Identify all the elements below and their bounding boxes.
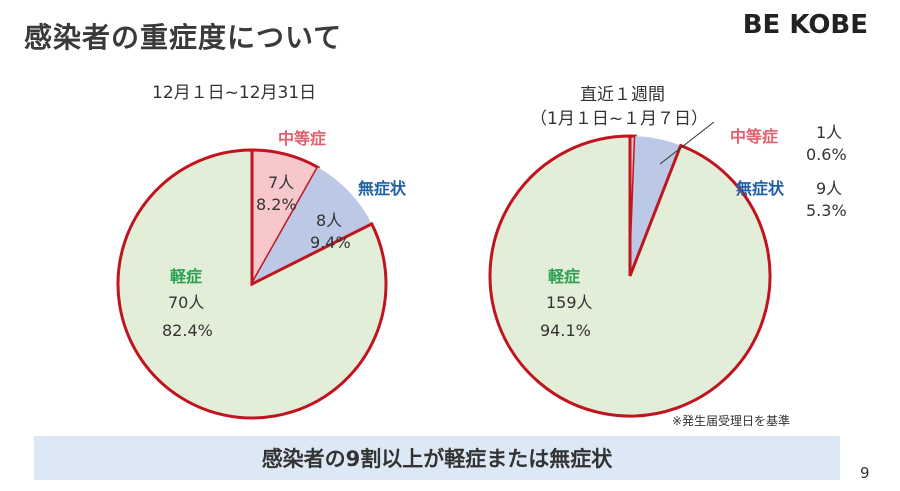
pie2-mild-percent: 94.1% (540, 321, 591, 340)
slide-title: 感染者の重症度について (24, 21, 343, 54)
pie1-moderate-label: 中等症 (278, 129, 327, 148)
pie2-asymptomatic-percent: 5.3% (806, 201, 847, 220)
pie1-moderate-count: 7人 (268, 173, 295, 192)
pie2-moderate-label: 中等症 (730, 127, 779, 146)
footnote: ※発生届受理日を基準 (672, 414, 791, 428)
summary-banner: 感染者の9割以上が軽症または無症状 (34, 436, 840, 480)
pie2-mild-count: 159人 (546, 293, 593, 312)
pie2-slice-mild (488, 134, 772, 418)
pie1-asymptomatic-label: 無症状 (358, 179, 407, 198)
pie1-mild-percent: 82.4% (162, 321, 213, 340)
pie2-asymptomatic-count: 9人 (816, 179, 843, 198)
pie-chart-december (116, 148, 388, 420)
pie2-moderate-leader-line (659, 121, 715, 165)
page-number: 9 (860, 464, 870, 482)
pie2-mild-label: 軽症 (548, 267, 581, 286)
pie1-title: 12月１日~12月31日 (152, 83, 317, 103)
pie1-asymptomatic-count: 8人 (316, 211, 343, 230)
pie1-mild-label: 軽症 (170, 267, 203, 286)
pie2-moderate-count: 1人 (816, 123, 843, 142)
pie1-mild-count: 70人 (168, 293, 205, 312)
pie2-moderate-percent: 0.6% (806, 145, 847, 164)
pie1-asymptomatic-percent: 9.4% (310, 233, 351, 252)
be-kobe-logo: BE KOBE (742, 10, 868, 40)
pie2-asymptomatic-label: 無症状 (736, 179, 785, 198)
pie1-slice-mild (116, 148, 388, 420)
pie2-title: 直近１週間 (580, 85, 665, 105)
pie1-slice-asymptomatic (252, 167, 372, 284)
pie-chart-recent-week (488, 134, 772, 418)
pie2-subtitle: （1月１日~１月７日） (530, 109, 709, 129)
pie1-moderate-percent: 8.2% (256, 195, 297, 214)
